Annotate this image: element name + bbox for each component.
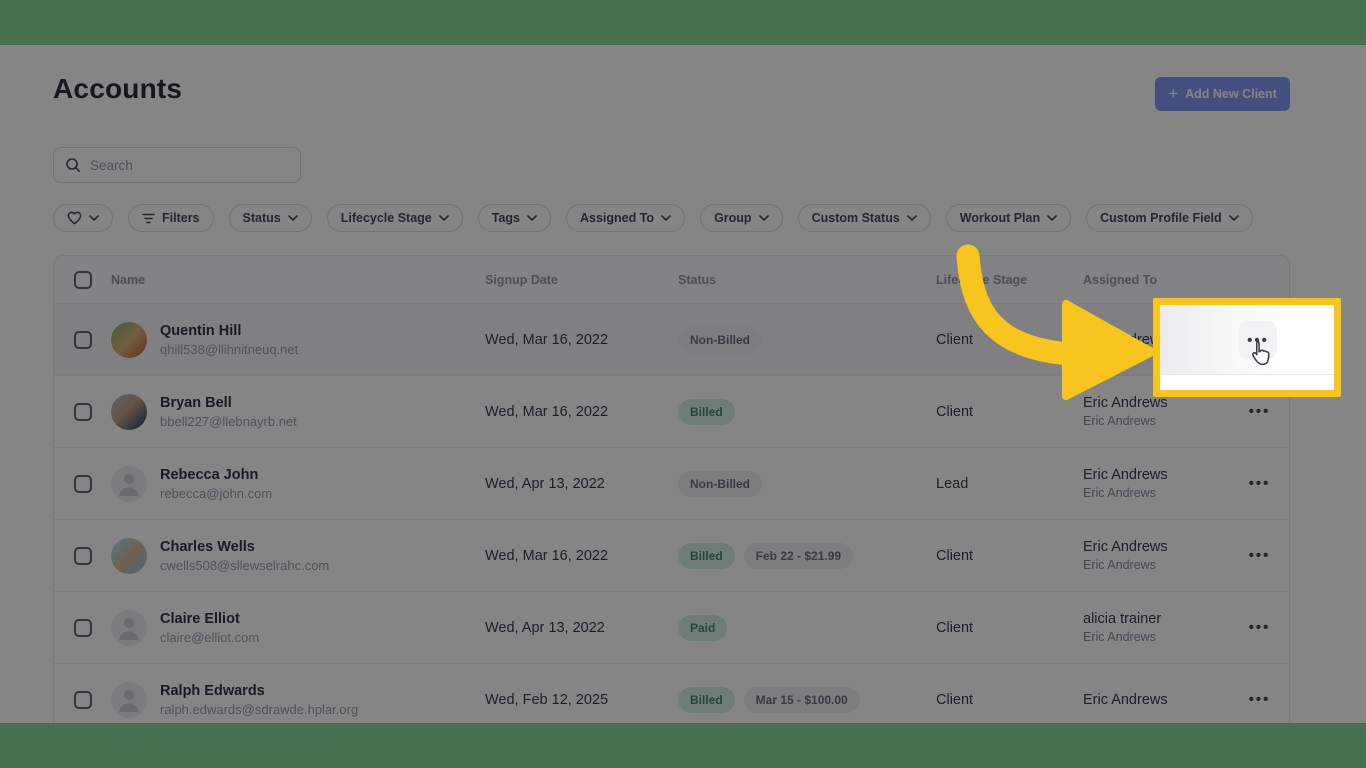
- letterbox-bottom-bar: [0, 723, 1366, 768]
- letterbox-top-bar: [0, 0, 1366, 45]
- annotation-highlight-box: •••: [1153, 298, 1341, 397]
- cursor-pointer-icon: [1248, 339, 1273, 373]
- ellipsis-icon: •••: [1247, 331, 1269, 349]
